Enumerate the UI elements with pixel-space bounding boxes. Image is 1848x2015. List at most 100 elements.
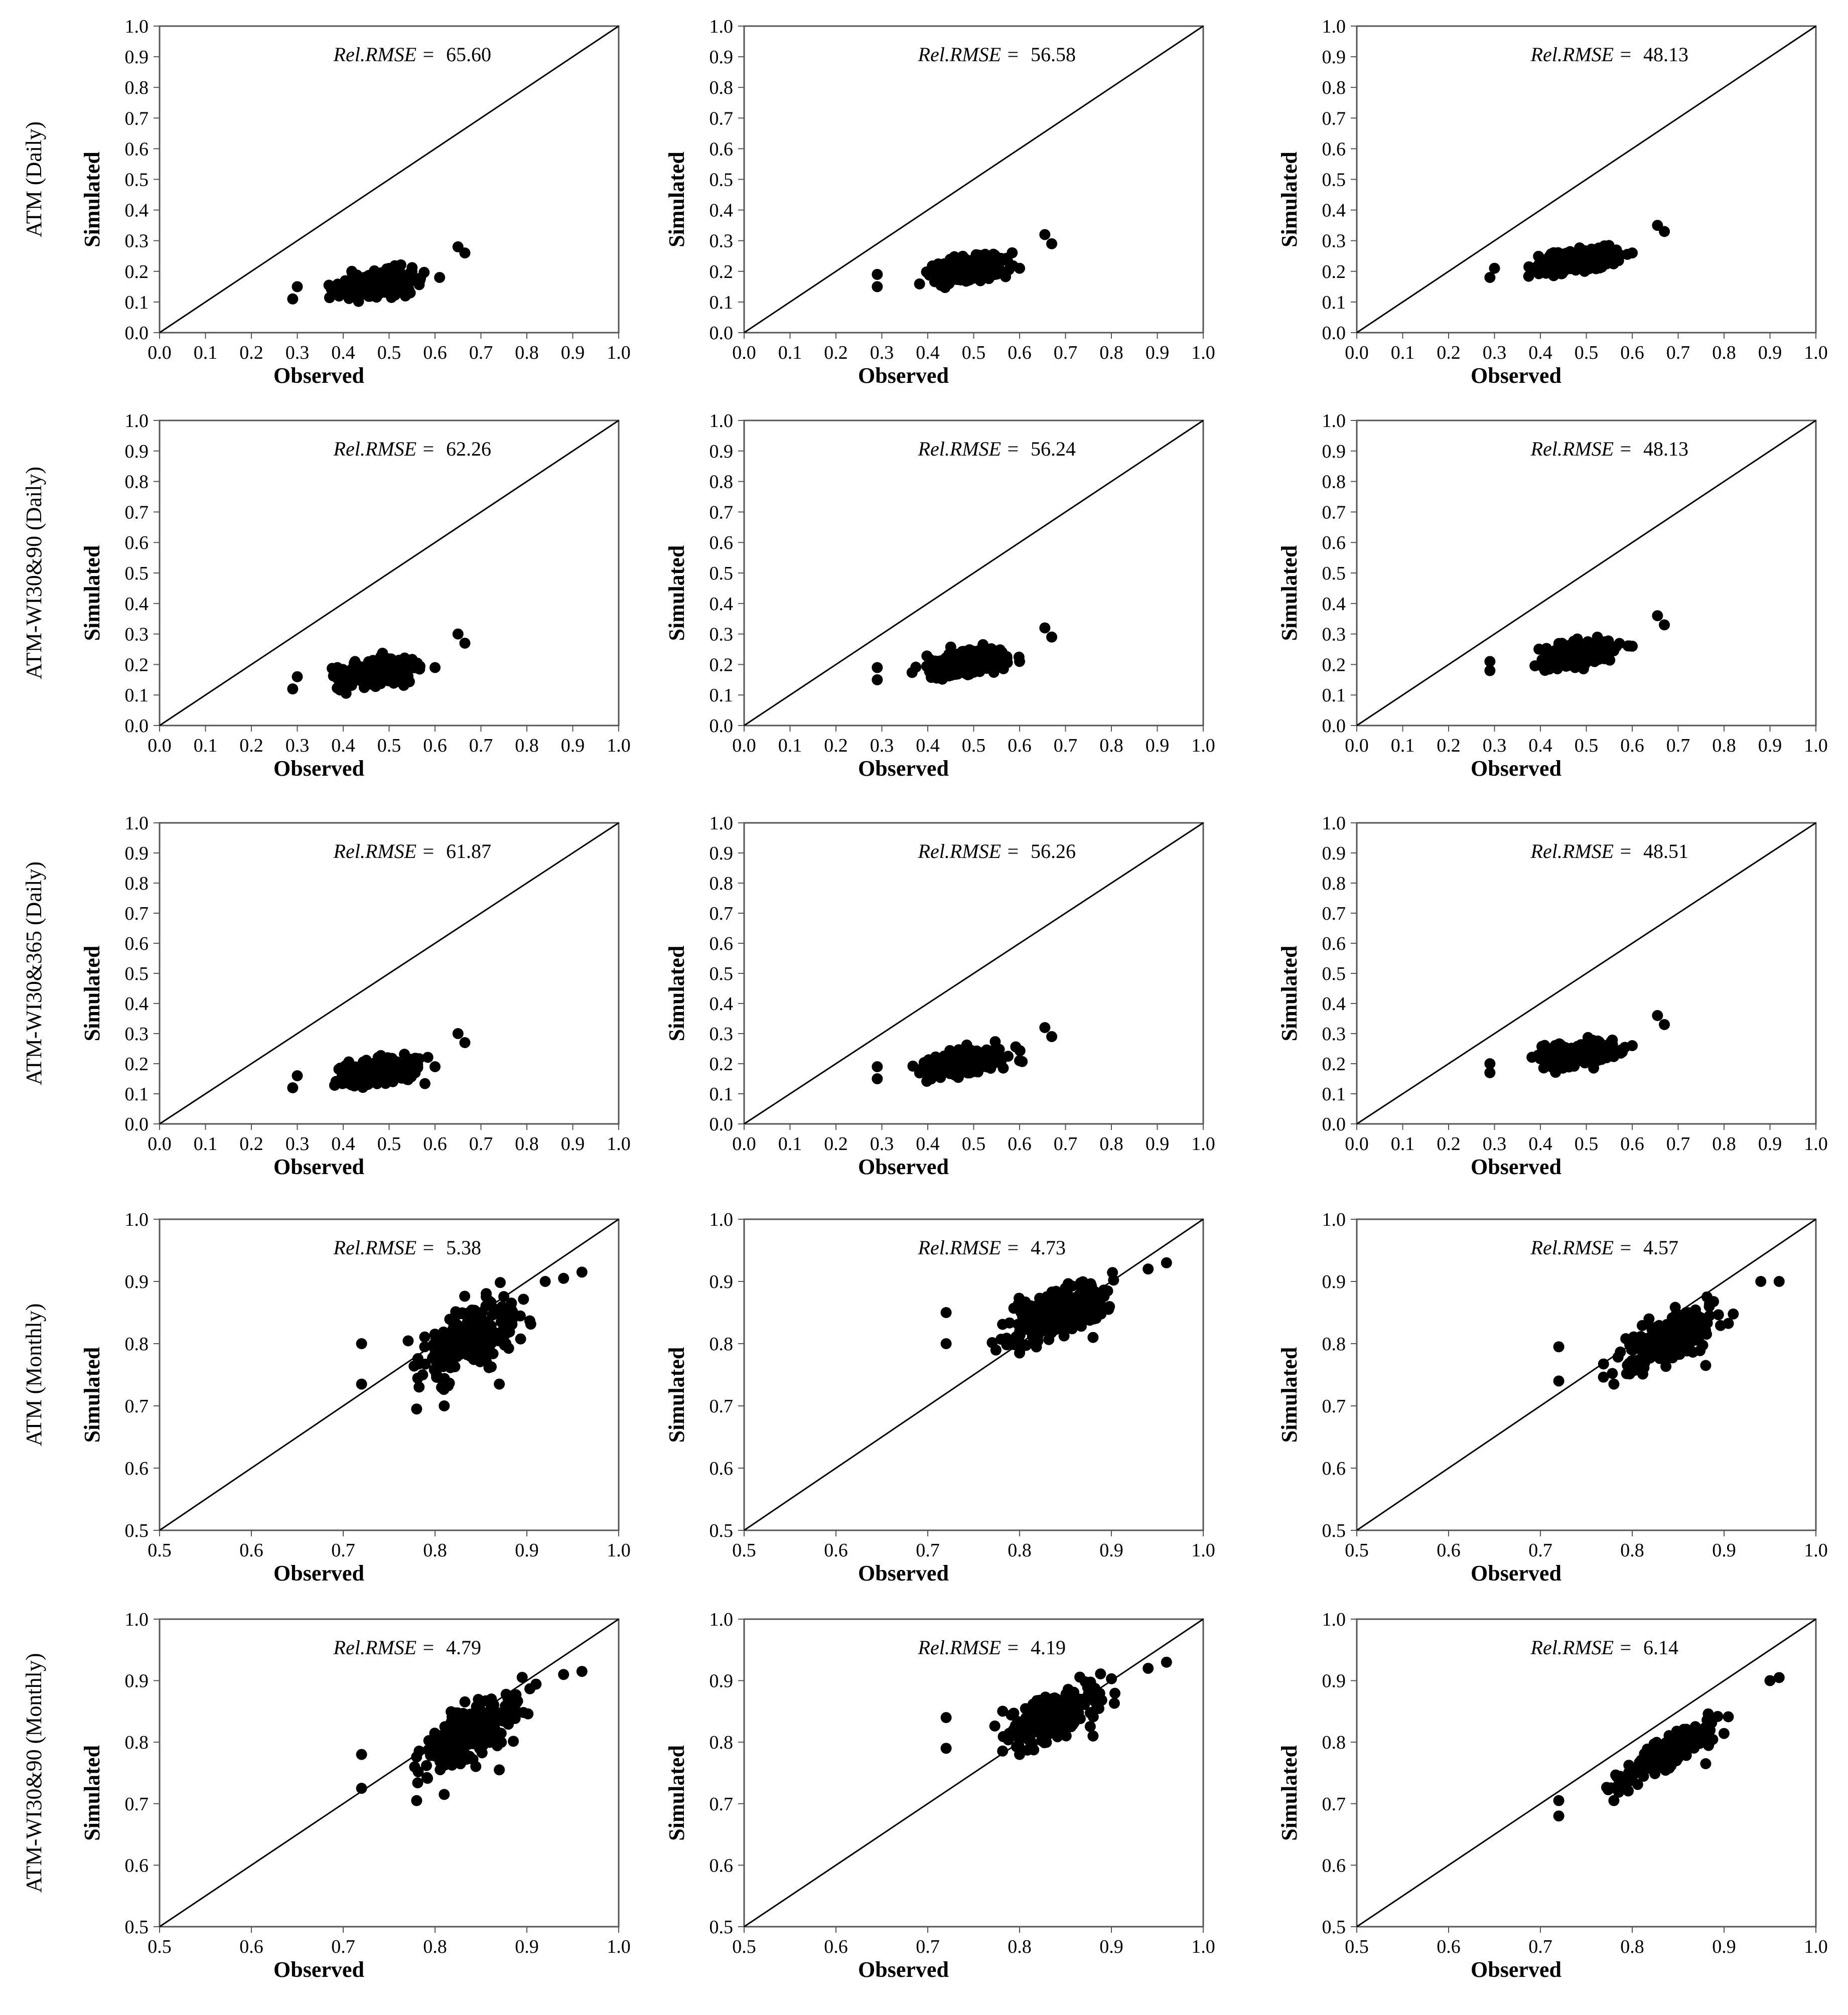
rmse-value: 56.58 <box>1031 43 1076 66</box>
data-point <box>1633 1764 1644 1775</box>
data-point <box>358 280 369 292</box>
y-tick-label: 0.2 <box>1322 1054 1346 1075</box>
data-point <box>1536 654 1548 665</box>
data-point <box>397 1069 409 1080</box>
rmse-label: Rel.RMSE = <box>918 1236 1020 1259</box>
rmse-value: 61.87 <box>446 840 491 862</box>
data-point <box>501 1705 513 1716</box>
data-point <box>576 1666 588 1677</box>
x-tick-label: 0.1 <box>1391 735 1415 756</box>
y-tick-label: 1.0 <box>1322 16 1346 37</box>
y-tick-label: 0.5 <box>1322 563 1346 584</box>
data-point <box>1484 1067 1496 1078</box>
x-tick-label: 0.3 <box>286 735 310 756</box>
data-point <box>335 284 347 296</box>
data-point <box>408 1360 420 1372</box>
y-tick-label: 0.7 <box>1322 108 1346 129</box>
y-tick-label: 0.2 <box>125 654 149 675</box>
data-point <box>1084 1683 1096 1694</box>
x-tick-label: 0.4 <box>1528 342 1552 363</box>
data-point <box>434 272 446 283</box>
y-axis-title: Simulated <box>80 152 104 247</box>
x-axis-title: Observed <box>858 1155 949 1179</box>
x-tick-label: 0.2 <box>824 342 848 363</box>
data-point <box>475 1723 486 1735</box>
data-point <box>989 1036 1001 1048</box>
y-tick-label: 0.3 <box>125 1024 149 1045</box>
x-tick-label: 0.5 <box>1575 1133 1599 1155</box>
y-tick-label: 0.6 <box>1322 532 1346 553</box>
x-tick-label: 0.6 <box>1620 342 1644 363</box>
x-tick-label: 0.3 <box>870 1133 894 1155</box>
y-tick-label: 0.2 <box>709 1054 734 1075</box>
data-point <box>292 281 303 293</box>
data-point <box>946 651 958 662</box>
data-point <box>474 1743 485 1754</box>
data-point <box>1014 262 1025 274</box>
scatter-panel: 0.00.0 0.1 0.1 0.2 0.2 0.3 0.3 0.4 0.4 0.5 0.5 0.6 0… <box>1277 410 1828 781</box>
x-tick-label: 1.0 <box>1191 1540 1215 1561</box>
y-tick-label: 0.1 <box>709 292 734 313</box>
x-tick-label: 1.0 <box>1191 342 1215 363</box>
one-to-one-line <box>744 1618 1204 1928</box>
data-point <box>962 1052 973 1063</box>
data-point <box>1566 1051 1578 1062</box>
x-tick-label: 0.4 <box>331 342 355 363</box>
rmse-label: Rel.RMSE = <box>918 1636 1020 1659</box>
rmse-value: 5.38 <box>446 1236 481 1259</box>
data-point <box>1692 1332 1703 1344</box>
data-point <box>1574 1041 1585 1053</box>
x-axis-title: Observed <box>273 1561 364 1586</box>
y-tick-label: 0.5 <box>125 963 149 984</box>
rmse-label: Rel.RMSE = <box>333 1236 435 1259</box>
data-point <box>1014 656 1025 667</box>
data-point <box>1586 649 1598 661</box>
x-tick-label: 0.9 <box>515 1540 539 1561</box>
data-point <box>921 1067 932 1078</box>
data-point <box>471 1712 483 1723</box>
x-tick-label: 0.2 <box>239 342 263 363</box>
x-tick-label: 0.6 <box>423 1133 447 1155</box>
data-point <box>458 1731 469 1742</box>
y-tick-label: 0.8 <box>125 1732 149 1753</box>
data-point <box>530 1678 542 1690</box>
x-tick-label: 0.6 <box>1620 1133 1644 1155</box>
y-tick-label: 0.8 <box>125 873 149 894</box>
y-tick-label: 0.5 <box>1322 1520 1346 1541</box>
data-point <box>454 1742 466 1754</box>
y-axis-title: Simulated <box>664 152 689 247</box>
data-point <box>1701 1291 1713 1303</box>
x-tick-label: 0.4 <box>331 1133 355 1155</box>
y-axis-title: Simulated <box>664 545 689 641</box>
data-point <box>1056 1712 1068 1724</box>
data-point <box>1607 1368 1618 1379</box>
data-point <box>1588 1062 1600 1074</box>
data-point <box>1590 263 1602 274</box>
rmse-value: 48.13 <box>1643 43 1688 66</box>
y-axis-title: Simulated <box>1277 1745 1302 1841</box>
row-label: ATM (Daily) <box>22 121 46 237</box>
x-tick-label: 0.5 <box>1345 1936 1369 1957</box>
data-point <box>470 1317 482 1329</box>
data-point <box>942 1065 953 1076</box>
x-tick-label: 0.1 <box>778 735 802 756</box>
data-point <box>459 637 471 649</box>
x-tick-label: 0.9 <box>561 735 585 756</box>
data-point <box>1553 1795 1565 1806</box>
data-point <box>1687 1323 1699 1334</box>
scatter-panel: 0.50.5 0.6 0.6 0.7 0.7 0.8 0.8 0.9 0.9 1.0 1.0 Obse… <box>664 1609 1215 1982</box>
data-point <box>1692 1730 1704 1742</box>
data-point <box>429 1329 441 1340</box>
data-point <box>1031 1695 1043 1706</box>
one-to-one-line <box>744 1218 1204 1531</box>
data-point <box>330 1076 342 1087</box>
x-axis-title: Observed <box>1471 756 1561 781</box>
rmse-label: Rel.RMSE = <box>1530 1636 1632 1659</box>
x-tick-label: 0.6 <box>423 342 447 363</box>
y-tick-label: 0.9 <box>709 1671 734 1692</box>
data-point <box>1595 1038 1606 1049</box>
y-tick-label: 0.7 <box>709 903 734 924</box>
x-tick-label: 0.5 <box>732 1540 756 1561</box>
scatter-panel: 0.50.5 0.6 0.6 0.7 0.7 0.8 0.8 0.9 0.9 1.0 1.0 Obse… <box>80 1209 631 1586</box>
data-point <box>438 1347 450 1358</box>
